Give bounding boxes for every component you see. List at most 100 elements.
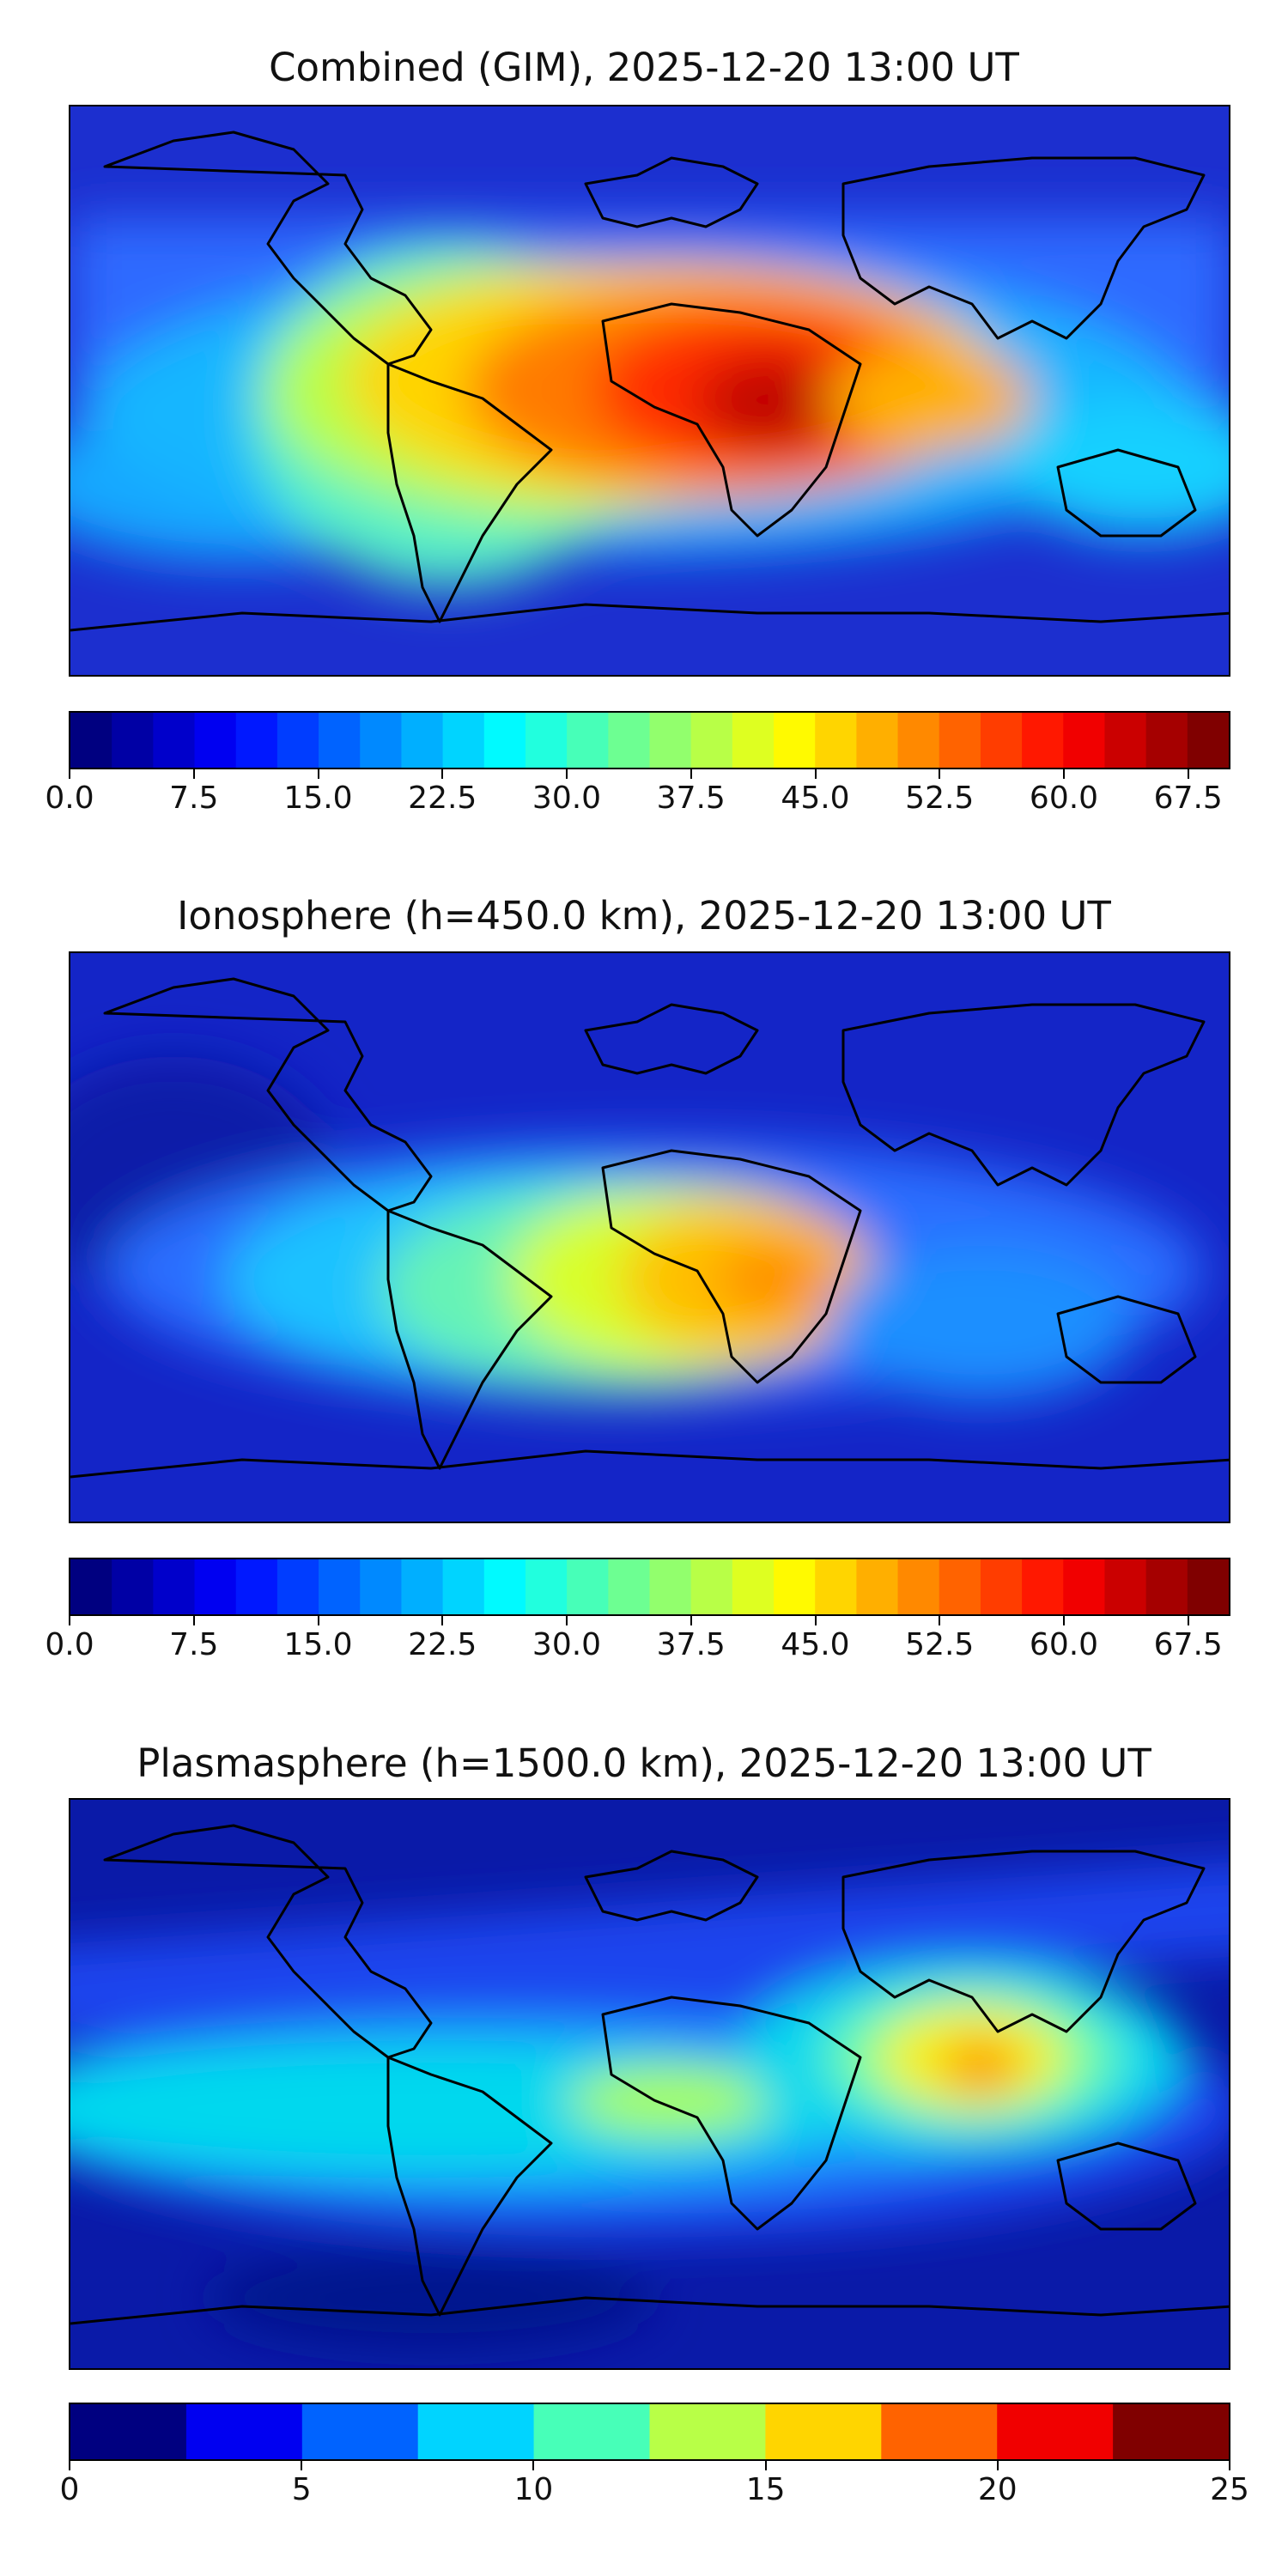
colorbar-bin <box>533 2404 651 2459</box>
colorbar-bin <box>567 713 609 768</box>
colorbar-tick-label: 60.0 <box>1029 781 1099 816</box>
colorbar-bin <box>442 1559 485 1614</box>
colorbar-tick <box>764 2461 767 2470</box>
colorbar-tick <box>814 1616 817 1625</box>
colorbar-bin <box>483 713 526 768</box>
colorbar-bin <box>70 2404 187 2459</box>
panel-1-colorbar-ticks: 0.0 7.5 15.0 22.5 30.0 37.5 45.0 52.5 60.0 67.5 <box>45 769 1230 821</box>
colorbar-bin <box>732 1559 775 1614</box>
colorbar-bin <box>401 713 444 768</box>
colorbar-bin <box>235 1559 278 1614</box>
colorbar-bin <box>319 713 361 768</box>
colorbar-bin <box>70 1559 112 1614</box>
colorbar-bin <box>690 713 733 768</box>
colorbar-tick-label: 22.5 <box>408 781 477 816</box>
colorbar-bin <box>1113 2404 1229 2459</box>
colorbar-bin <box>1187 713 1229 768</box>
colorbar-bin <box>608 713 651 768</box>
colorbar-tick <box>441 1616 444 1625</box>
colorbar-bin <box>815 1559 857 1614</box>
colorbar-bin <box>525 1559 568 1614</box>
colorbar-tick-label: 37.5 <box>656 781 726 816</box>
colorbar-tick <box>996 2461 999 2470</box>
colorbar-bin <box>690 1559 733 1614</box>
panel-2-colorbar-ticks: 0.0 7.5 15.0 22.5 30.0 37.5 45.0 52.5 60.0 67.5 <box>45 1616 1230 1668</box>
colorbar-bin <box>483 1559 526 1614</box>
colorbar-tick-label: 30.0 <box>532 1627 602 1662</box>
colorbar-bin <box>1104 1559 1147 1614</box>
colorbar-tick <box>939 1616 941 1625</box>
colorbar-bin <box>185 2404 303 2459</box>
colorbar-tick-label: 7.5 <box>169 1627 219 1662</box>
colorbar-bin <box>980 713 1023 768</box>
colorbar-bin <box>153 713 196 768</box>
colorbar-bin <box>401 1559 444 1614</box>
colorbar-tick-label: 5 <box>291 2472 312 2507</box>
colorbar-bin <box>194 1559 237 1614</box>
colorbar-tick-label: 37.5 <box>656 1627 726 1662</box>
panel-1-title: Combined (GIM), 2025-12-20 13:00 UT <box>269 45 1019 90</box>
colorbar-tick-label: 60.0 <box>1029 1627 1099 1662</box>
panel-2-map <box>69 951 1230 1523</box>
colorbar-bin <box>567 1559 609 1614</box>
colorbar-tick <box>690 1616 692 1625</box>
colorbar-tick <box>1187 1616 1189 1625</box>
colorbar-bin <box>1187 1559 1229 1614</box>
colorbar-bin <box>360 713 403 768</box>
colorbar-tick-label: 45.0 <box>781 781 850 816</box>
colorbar-bin <box>649 2404 766 2459</box>
colorbar-bin <box>1063 713 1106 768</box>
colorbar-bin <box>1145 713 1188 768</box>
colorbar-tick-label: 67.5 <box>1153 781 1223 816</box>
colorbar-bin <box>997 2404 1114 2459</box>
panel-2-title: Ionosphere (h=450.0 km), 2025-12-20 13:0… <box>177 893 1111 939</box>
panel-1-map <box>69 105 1230 677</box>
colorbar-bin <box>360 1559 403 1614</box>
panel-3-title: Plasmasphere (h=1500.0 km), 2025-12-20 1… <box>137 1741 1151 1786</box>
colorbar-bin <box>1145 1559 1188 1614</box>
colorbar-bin <box>774 1559 816 1614</box>
panel-3-colorbar <box>69 2403 1230 2461</box>
colorbar-tick-label: 15.0 <box>283 781 353 816</box>
colorbar-bin <box>881 2404 998 2459</box>
colorbar-tick <box>301 2461 303 2470</box>
colorbar-bin <box>897 1559 940 1614</box>
colorbar-tick <box>317 769 319 779</box>
colorbar-tick <box>192 769 195 779</box>
colorbar-bin <box>856 713 899 768</box>
colorbar-tick <box>69 2461 70 2470</box>
panel-3-map <box>69 1798 1230 2370</box>
colorbar-tick-label: 22.5 <box>408 1627 477 1662</box>
colorbar-tick <box>566 769 568 779</box>
colorbar-tick-label: 45.0 <box>781 1627 850 1662</box>
colorbar-tick <box>1063 1616 1065 1625</box>
panel-3-colorbar-ticks: 0 5 10 15 20 25 <box>60 2461 1249 2512</box>
colorbar-tick-label: 0 <box>59 2472 80 2507</box>
colorbar-bin <box>774 713 816 768</box>
colorbar-bin <box>112 1559 154 1614</box>
colorbar-bin <box>1022 1559 1064 1614</box>
colorbar-tick <box>690 769 692 779</box>
colorbar-bin <box>276 1559 319 1614</box>
colorbar-bin <box>897 713 940 768</box>
colorbar-bin <box>939 713 981 768</box>
colorbar-bin <box>276 713 319 768</box>
colorbar-bin <box>1063 1559 1106 1614</box>
colorbar-tick-label: 25 <box>1210 2472 1249 2507</box>
colorbar-tick <box>317 1616 319 1625</box>
colorbar-tick <box>1063 769 1065 779</box>
colorbar-tick <box>192 1616 195 1625</box>
colorbar-bin <box>608 1559 651 1614</box>
colorbar-bin <box>525 713 568 768</box>
colorbar-bin <box>70 713 112 768</box>
colorbar-bin <box>980 1559 1023 1614</box>
colorbar-bin <box>417 2404 535 2459</box>
colorbar-tick <box>69 769 70 779</box>
colorbar-tick <box>69 1616 70 1625</box>
colorbar-tick-label: 30.0 <box>532 781 602 816</box>
panel-1-colorbar <box>69 711 1230 769</box>
colorbar-tick <box>532 2461 535 2470</box>
colorbar-tick-label: 67.5 <box>1153 1627 1223 1662</box>
colorbar-tick <box>939 769 941 779</box>
colorbar-bin <box>235 713 278 768</box>
